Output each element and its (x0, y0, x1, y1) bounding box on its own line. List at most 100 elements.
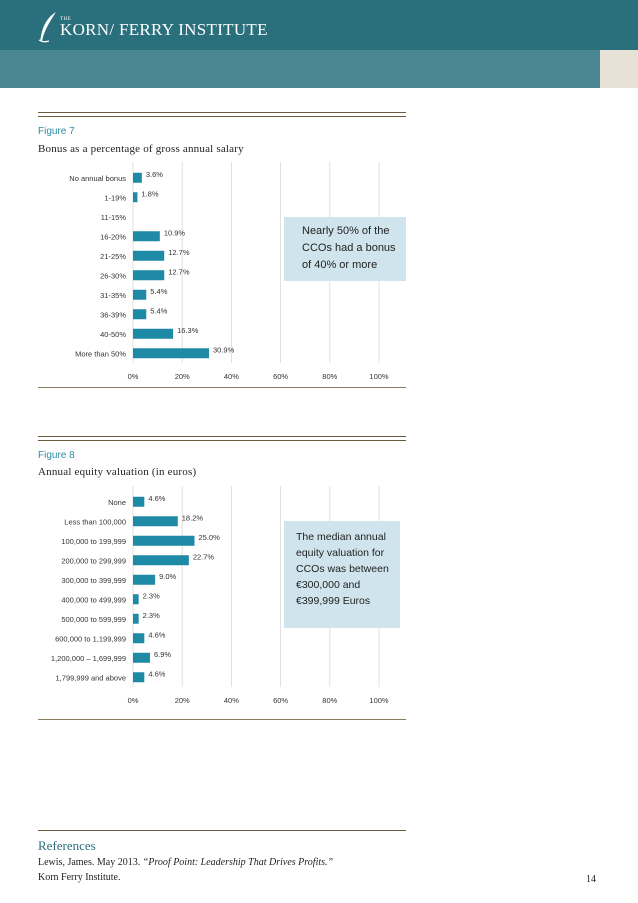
figure8-x-tick-label: 20% (175, 696, 190, 705)
figure8-category-label: 100,000 to 199,999 (61, 537, 126, 546)
figure8-value-label: 18.2% (182, 513, 204, 522)
figure7-category-label: 26-30% (100, 271, 126, 280)
figure7-category-label: 31-35% (100, 291, 126, 300)
figure7-category-label: No annual bonus (69, 174, 126, 183)
figure8-rule-top (38, 436, 406, 437)
logo-prefix: THE (60, 17, 72, 22)
figure8-callout-line: €399,999 Euros (296, 595, 371, 607)
figure8-bar (133, 594, 139, 605)
reference-authors: Lewis, James. May 2013. (38, 857, 143, 868)
figure8-x-tick-label: 0% (128, 696, 139, 705)
figure8-x-tick-label: 60% (273, 696, 288, 705)
figure7-value-label: 1.8% (141, 189, 158, 198)
header-corner (600, 50, 638, 88)
figure7-rule-bottom (38, 387, 406, 388)
figure8-x-tick-label: 100% (369, 696, 389, 705)
reference-title: “Proof Point: Leadership That Drives Pro… (142, 857, 334, 868)
figure8-value-label: 22.7% (193, 552, 215, 561)
figure8-bar (133, 555, 189, 566)
figure8-value-label: 4.6% (148, 669, 165, 678)
figure7-bar (133, 192, 138, 203)
figure8-category-label: 600,000 to 1,199,999 (55, 634, 126, 643)
figure8-rule-top-inner (38, 440, 406, 441)
figure7-rule-top-inner (38, 116, 406, 117)
figure7-category-label: 36-39% (100, 310, 126, 319)
figure7-category-label: More than 50% (75, 349, 126, 358)
figure8-category-label: 500,000 to 599,999 (61, 615, 126, 624)
figure7-x-tick-label: 20% (175, 372, 190, 381)
figure8-value-label: 2.3% (143, 591, 160, 600)
figure7-value-label: 12.7% (168, 267, 190, 276)
figure8-category-label: 200,000 to 299,999 (61, 556, 126, 565)
figure7-category-label: 40-50% (100, 330, 126, 339)
figure7-value-label: 5.4% (150, 287, 167, 296)
figure8-chart: 0% 20% 40% 60% 80% 100% None 4.6% Less than 100,… (38, 484, 406, 709)
figure8-bar (133, 652, 150, 663)
figure7-callout-line: Nearly 50% of the (302, 225, 390, 237)
figure7-bar (133, 231, 160, 242)
references-rule (38, 830, 406, 831)
figure7-value-label: 12.7% (168, 248, 190, 257)
figure7-category-label: 16-20% (100, 232, 126, 241)
figure8-value-label: 25.0% (199, 533, 221, 542)
figure8-x-tick-label: 40% (224, 696, 239, 705)
figure7-value-label: 3.6% (146, 170, 163, 179)
figure8-bar (133, 672, 145, 683)
page-number: 14 (586, 874, 596, 885)
figure7-bar (133, 309, 147, 320)
figure7-callout-line: CCOs had a bonus (302, 242, 396, 254)
figure7-chart: 0% 20% 40% 60% 80% 100% No annual bonus 3.6% 1-1… (38, 160, 406, 385)
figure7-bar (133, 348, 210, 359)
figure8-callout-line: equity valuation for (296, 547, 385, 559)
figure8-value-label: 2.3% (143, 611, 160, 620)
figure8-title: Annual equity valuation (in euros) (38, 466, 197, 478)
figure8-chart-svg: 0% 20% 40% 60% 80% 100% None 4.6% Less than 100,… (51, 486, 389, 705)
figure7-category-label: 21-25% (100, 252, 126, 261)
references-title: References (38, 838, 96, 853)
figure7-value-label: 16.3% (177, 326, 199, 335)
figure8-callout: The median annual equity valuation for C… (284, 521, 400, 628)
figure8-rule-bottom (38, 719, 406, 720)
figure7-x-tick-label: 60% (273, 372, 288, 381)
reference-entry: Lewis, James. May 2013. “Proof Point: Le… (38, 857, 333, 868)
figure7-value-label: 30.9% (213, 345, 235, 354)
figure7-bar (133, 250, 165, 261)
figure8-bar (133, 535, 195, 546)
quill-logo-icon (38, 12, 56, 43)
figure8-callout-line: CCOs was between (296, 563, 389, 575)
figure7-x-tick-label: 0% (128, 372, 139, 381)
figure7-chart-svg: 0% 20% 40% 60% 80% 100% No annual bonus 3.6% 1-1… (69, 162, 389, 381)
figure7-value-label: 10.9% (164, 228, 186, 237)
figure7-label: Figure 7 (38, 126, 75, 137)
figure8-category-label: 300,000 to 399,999 (61, 576, 126, 585)
figure8-category-label: Less than 100,000 (64, 517, 126, 526)
figure7-category-label: 1-19% (104, 193, 126, 202)
figure8-bar (133, 516, 178, 527)
figure8-category-label: 1,200,000 – 1,699,999 (51, 654, 126, 663)
figure8-label: Figure 8 (38, 450, 75, 461)
figure7-rule-top (38, 112, 406, 113)
figure8-bar (133, 613, 139, 624)
figure7-bar (133, 172, 142, 183)
figure8-value-label: 4.6% (148, 494, 165, 503)
page-header: THE KORN/ FERRY INSTITUTE (0, 0, 638, 88)
figure8-category-label: 400,000 to 499,999 (61, 595, 126, 604)
reference-publisher: Korn Ferry Institute. (38, 872, 121, 883)
figure8-callout-line: The median annual (296, 531, 386, 543)
figure8-value-label: 9.0% (159, 572, 176, 581)
header-band (0, 50, 600, 88)
figure8-bar (133, 633, 145, 644)
figure8-bar (133, 496, 145, 507)
figure8-category-label: None (108, 498, 126, 507)
figure7-x-tick-label: 80% (322, 372, 337, 381)
figure8-x-tick-label: 80% (322, 696, 337, 705)
figure7-category-label: 11-15% (101, 213, 127, 222)
figure7-title: Bonus as a percentage of gross annual sa… (38, 143, 244, 155)
figure7-x-tick-label: 100% (369, 372, 389, 381)
figure8-value-label: 4.6% (148, 630, 165, 639)
figure8-callout-line: €300,000 and (296, 579, 361, 591)
figure7-bar (133, 270, 165, 281)
figure7-bar (133, 328, 174, 339)
figure7-callout: Nearly 50% of the CCOs had a bonus of 40… (284, 217, 406, 281)
figure7-x-tick-label: 40% (224, 372, 239, 381)
